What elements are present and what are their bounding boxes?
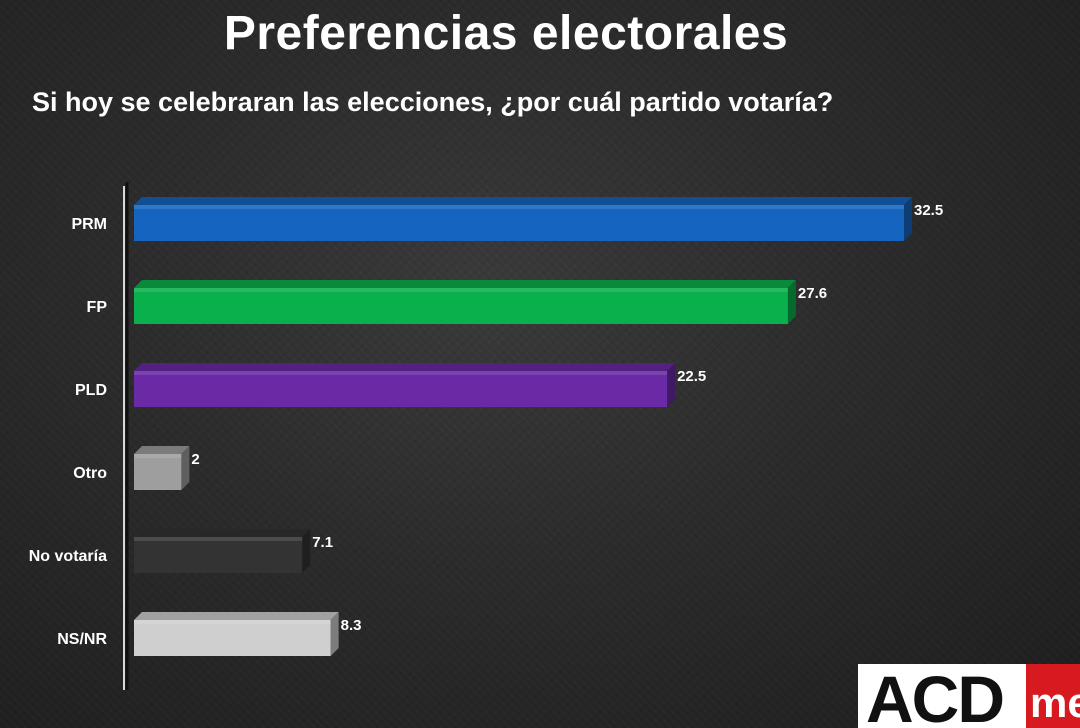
value-label: 22.5	[677, 368, 706, 385]
value-label: 7.1	[312, 534, 333, 551]
bar-side-face	[787, 280, 796, 324]
value-label: 2	[191, 451, 199, 468]
logo-suffix-text: me	[1030, 679, 1080, 726]
value-label: 32.5	[914, 202, 943, 219]
chart-title: Preferencias electorales	[223, 7, 789, 60]
acd-logo: ACD me	[858, 664, 1080, 728]
bar-group: FP 27.6	[87, 280, 827, 324]
bar-top-face	[134, 446, 190, 454]
bar-top-face	[134, 529, 311, 537]
bar-top-face	[134, 280, 796, 288]
bar	[134, 288, 788, 324]
value-label: 27.6	[798, 285, 827, 302]
bar-group: Otro 2	[73, 446, 200, 490]
bar-highlight	[134, 454, 182, 458]
bar-side-face	[302, 529, 311, 573]
bar-top-face	[134, 612, 339, 620]
bar	[134, 537, 303, 573]
bar-group: PRM 32.5	[71, 197, 943, 241]
category-label: PRM	[71, 216, 107, 233]
bar	[134, 454, 182, 490]
category-label: NS/NR	[57, 631, 107, 648]
bar-group: No votaría 7.1	[29, 529, 333, 573]
category-label: Otro	[73, 465, 107, 482]
bar-side-face	[904, 197, 912, 241]
bar-top-face	[134, 363, 676, 371]
bar	[134, 205, 904, 241]
bar-group: NS/NR 8.3	[57, 612, 362, 656]
bar-top-face	[134, 197, 912, 205]
bar	[134, 620, 331, 656]
bar-highlight	[134, 620, 331, 624]
bar-side-face	[667, 363, 676, 407]
category-label: No votaría	[29, 548, 107, 565]
bar-highlight	[134, 371, 668, 375]
category-label: PLD	[75, 382, 107, 399]
bar-group: PLD 22.5	[75, 363, 706, 407]
bar-highlight	[134, 205, 904, 209]
bar-side-face	[181, 446, 190, 490]
bar-highlight	[134, 288, 788, 292]
logo-main-text: ACD	[866, 664, 1005, 728]
value-label: 8.3	[341, 617, 362, 634]
bar-highlight	[134, 537, 303, 541]
bar-side-face	[330, 612, 339, 656]
logo-red-block: me	[1026, 664, 1080, 728]
chart-subtitle: Si hoy se celebraran las elecciones, ¿po…	[32, 87, 834, 117]
bar	[134, 371, 668, 407]
category-label: FP	[87, 299, 108, 316]
